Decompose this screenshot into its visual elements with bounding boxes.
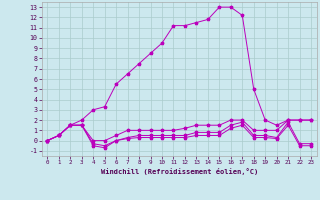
X-axis label: Windchill (Refroidissement éolien,°C): Windchill (Refroidissement éolien,°C)	[100, 168, 258, 175]
